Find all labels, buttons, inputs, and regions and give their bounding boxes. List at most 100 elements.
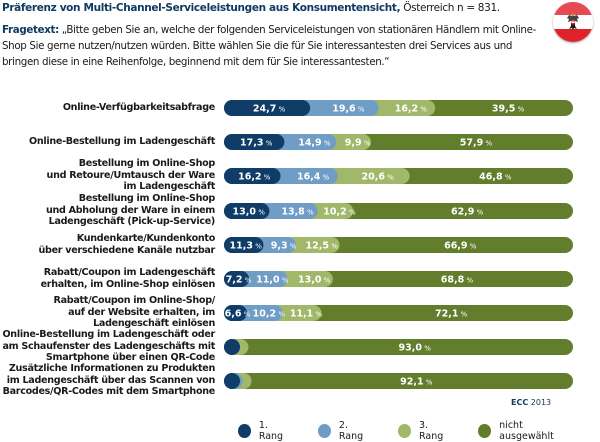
segment-value-label: 92,1 % — [400, 377, 433, 388]
segment-value: 13,0 — [298, 275, 322, 286]
segment-value: 39,5 — [492, 104, 515, 115]
category-label-line: Ladengeschäft einlösen — [93, 318, 215, 330]
segment-value: 19,6 — [332, 104, 356, 115]
source-org: ECC — [511, 398, 529, 407]
segment-unit: % — [253, 243, 262, 251]
segment-value: 16,2 — [238, 172, 261, 183]
category-label: Online-Verfügbarkeitsabfrage — [63, 102, 215, 114]
segment-value: 66,9 — [444, 241, 467, 252]
question-label: Fragetext: — [2, 24, 59, 36]
segment-value: 14,9 — [298, 138, 321, 149]
bar-row: 24,7 % 19,6 % 16,2 % 39,5 % — [224, 100, 573, 116]
segment-value-label: 57,9 % — [460, 138, 493, 149]
category-label-line: erhalten, im Online-Shop einlösen — [40, 278, 216, 290]
segment-value: 11,3 — [230, 241, 253, 252]
segment-unit: % — [515, 106, 524, 114]
segment-unit: % — [263, 140, 272, 148]
segment-unit: % — [276, 311, 285, 319]
segment-value: 16,4 — [297, 172, 321, 183]
segment-value-label: 9,3 % — [271, 241, 297, 252]
category-label-line: Bestellung im Online-Shop — [78, 193, 216, 205]
segment-unit: % — [385, 174, 394, 182]
segment-unit: % — [424, 379, 433, 387]
category-label: Online-Bestellung im Ladengeschäft — [29, 136, 215, 148]
segment-unit: % — [313, 311, 322, 319]
segment-unit: % — [322, 140, 331, 148]
category-label-line: über verschiedene Kanäle nutzbar — [38, 244, 216, 256]
segment-value-label: 72,1 % — [435, 309, 468, 320]
category-label-line: und Abholung der Ware in einem — [45, 204, 215, 216]
segment-value-label: 24,7 % — [253, 104, 286, 115]
bar-row: 92,1 % — [224, 373, 573, 389]
segment-unit: % — [468, 243, 477, 251]
legend-label: 1. Rang — [258, 420, 284, 442]
legend-swatch-icon — [318, 424, 331, 438]
question-body: „Bitte geben Sie an, welche der folgende… — [2, 24, 536, 68]
segment-unit: % — [262, 174, 271, 182]
austria-flag-icon — [553, 2, 593, 42]
segment-value: 12,5 — [306, 241, 329, 252]
legend-swatch-icon — [398, 424, 411, 438]
segment-unit: % — [422, 345, 431, 353]
bar-segment-1-rang — [224, 305, 248, 321]
segment-value-label: 62,9 % — [451, 207, 484, 218]
category-label-line: Kundenkarte/Kundenkonto — [76, 233, 216, 244]
bar-row: 7,2 % 11,0 % 13,0 % 68,8 % — [224, 271, 573, 287]
segment-unit: % — [347, 209, 356, 217]
question-text: Fragetext: „Bitte geben Sie an, welche d… — [2, 22, 542, 70]
segment-value: 11,1 — [290, 309, 313, 320]
segment-value-label: 7,2 % — [226, 275, 252, 286]
segment-value-label: 14,9 % — [298, 138, 331, 149]
segment-value: 7,2 — [226, 275, 243, 286]
category-label-line: Zusätzliche Informationen zu Produkten — [8, 363, 215, 375]
category-label-line: im Ladengeschäft über das Scannen von — [6, 374, 216, 386]
bar-row: 13,0 % 13,8 % 10,2 % 62,9 % — [224, 203, 573, 219]
segment-unit: % — [288, 243, 297, 251]
segment-value: 68,8 — [441, 275, 465, 286]
flag-gloss — [553, 2, 593, 22]
segment-value: 11,0 — [256, 275, 280, 286]
segment-unit: % — [458, 311, 467, 319]
bar-row: 93,0 % — [224, 339, 573, 355]
segment-unit: % — [329, 243, 338, 251]
segment-value-label: 13,8 % — [281, 207, 314, 218]
category-label-line: und Retoure/Umtausch der Ware — [46, 169, 216, 181]
legend-item: 2. Rang — [318, 420, 372, 442]
segment-unit: % — [276, 106, 285, 114]
legend-swatch-icon — [238, 424, 251, 438]
chart-legend: 1. Rang 2. Rang 3. Rang nicht ausgewählt — [238, 420, 600, 442]
category-label: Online-Bestellung im Ladengeschäft oder a… — [2, 329, 215, 364]
segment-unit: % — [280, 277, 289, 285]
category-label: Kundenkarte/Kundenkonto über verschiedene… — [39, 233, 216, 256]
bar-segment-1-rang — [224, 339, 240, 355]
segment-value-label: 16,4 % — [297, 172, 330, 183]
category-label-line: Online-Bestellung im Ladengeschäft — [29, 135, 215, 147]
legend-label: 3. Rang — [419, 420, 444, 442]
segment-value: 10,2 — [323, 207, 346, 218]
bar-segment-1-rang — [224, 237, 264, 253]
category-label-line: am Schaufenster des Ladengeschäfts mit — [2, 340, 216, 352]
segment-value: 17,3 — [240, 138, 263, 149]
segment-value-label: 10,2 % — [323, 207, 356, 218]
chart-title-bold: Präferenz von Multi-Channel-Serviceleist… — [2, 2, 401, 14]
segment-unit: % — [483, 140, 492, 148]
segment-value-label: 11,3 % — [230, 241, 263, 252]
segment-value-label: 11,1 % — [290, 309, 323, 320]
bar-row: 16,2 % 16,4 % 20,6 % 46,8 % — [224, 168, 573, 184]
category-label-line: Rabatt/Coupon im Online-Shop/ — [53, 295, 216, 307]
category-label-line: Ladengeschäft (Pick-up-Service) — [48, 216, 216, 228]
category-label-line: Online-Verfügbarkeitsabfrage — [62, 101, 215, 113]
legend-item: 1. Rang — [238, 420, 292, 442]
segment-value-label: 16,2 % — [238, 172, 271, 183]
segment-value: 9,3 — [271, 241, 288, 252]
segment-value-label: 9,9 % — [345, 138, 371, 149]
segment-value-label: 46,8 % — [479, 172, 512, 183]
segment-unit: % — [243, 277, 252, 285]
category-label: Bestellung im Online-Shop und Retoure/Umt… — [46, 158, 216, 193]
segment-value: 13,8 — [281, 207, 305, 218]
category-label-line: Online-Bestellung im Ladengeschäft oder — [2, 329, 215, 341]
eagle-emblem-icon — [567, 14, 579, 30]
segment-value: 10,2 — [253, 309, 276, 320]
segment-unit: % — [241, 311, 250, 319]
